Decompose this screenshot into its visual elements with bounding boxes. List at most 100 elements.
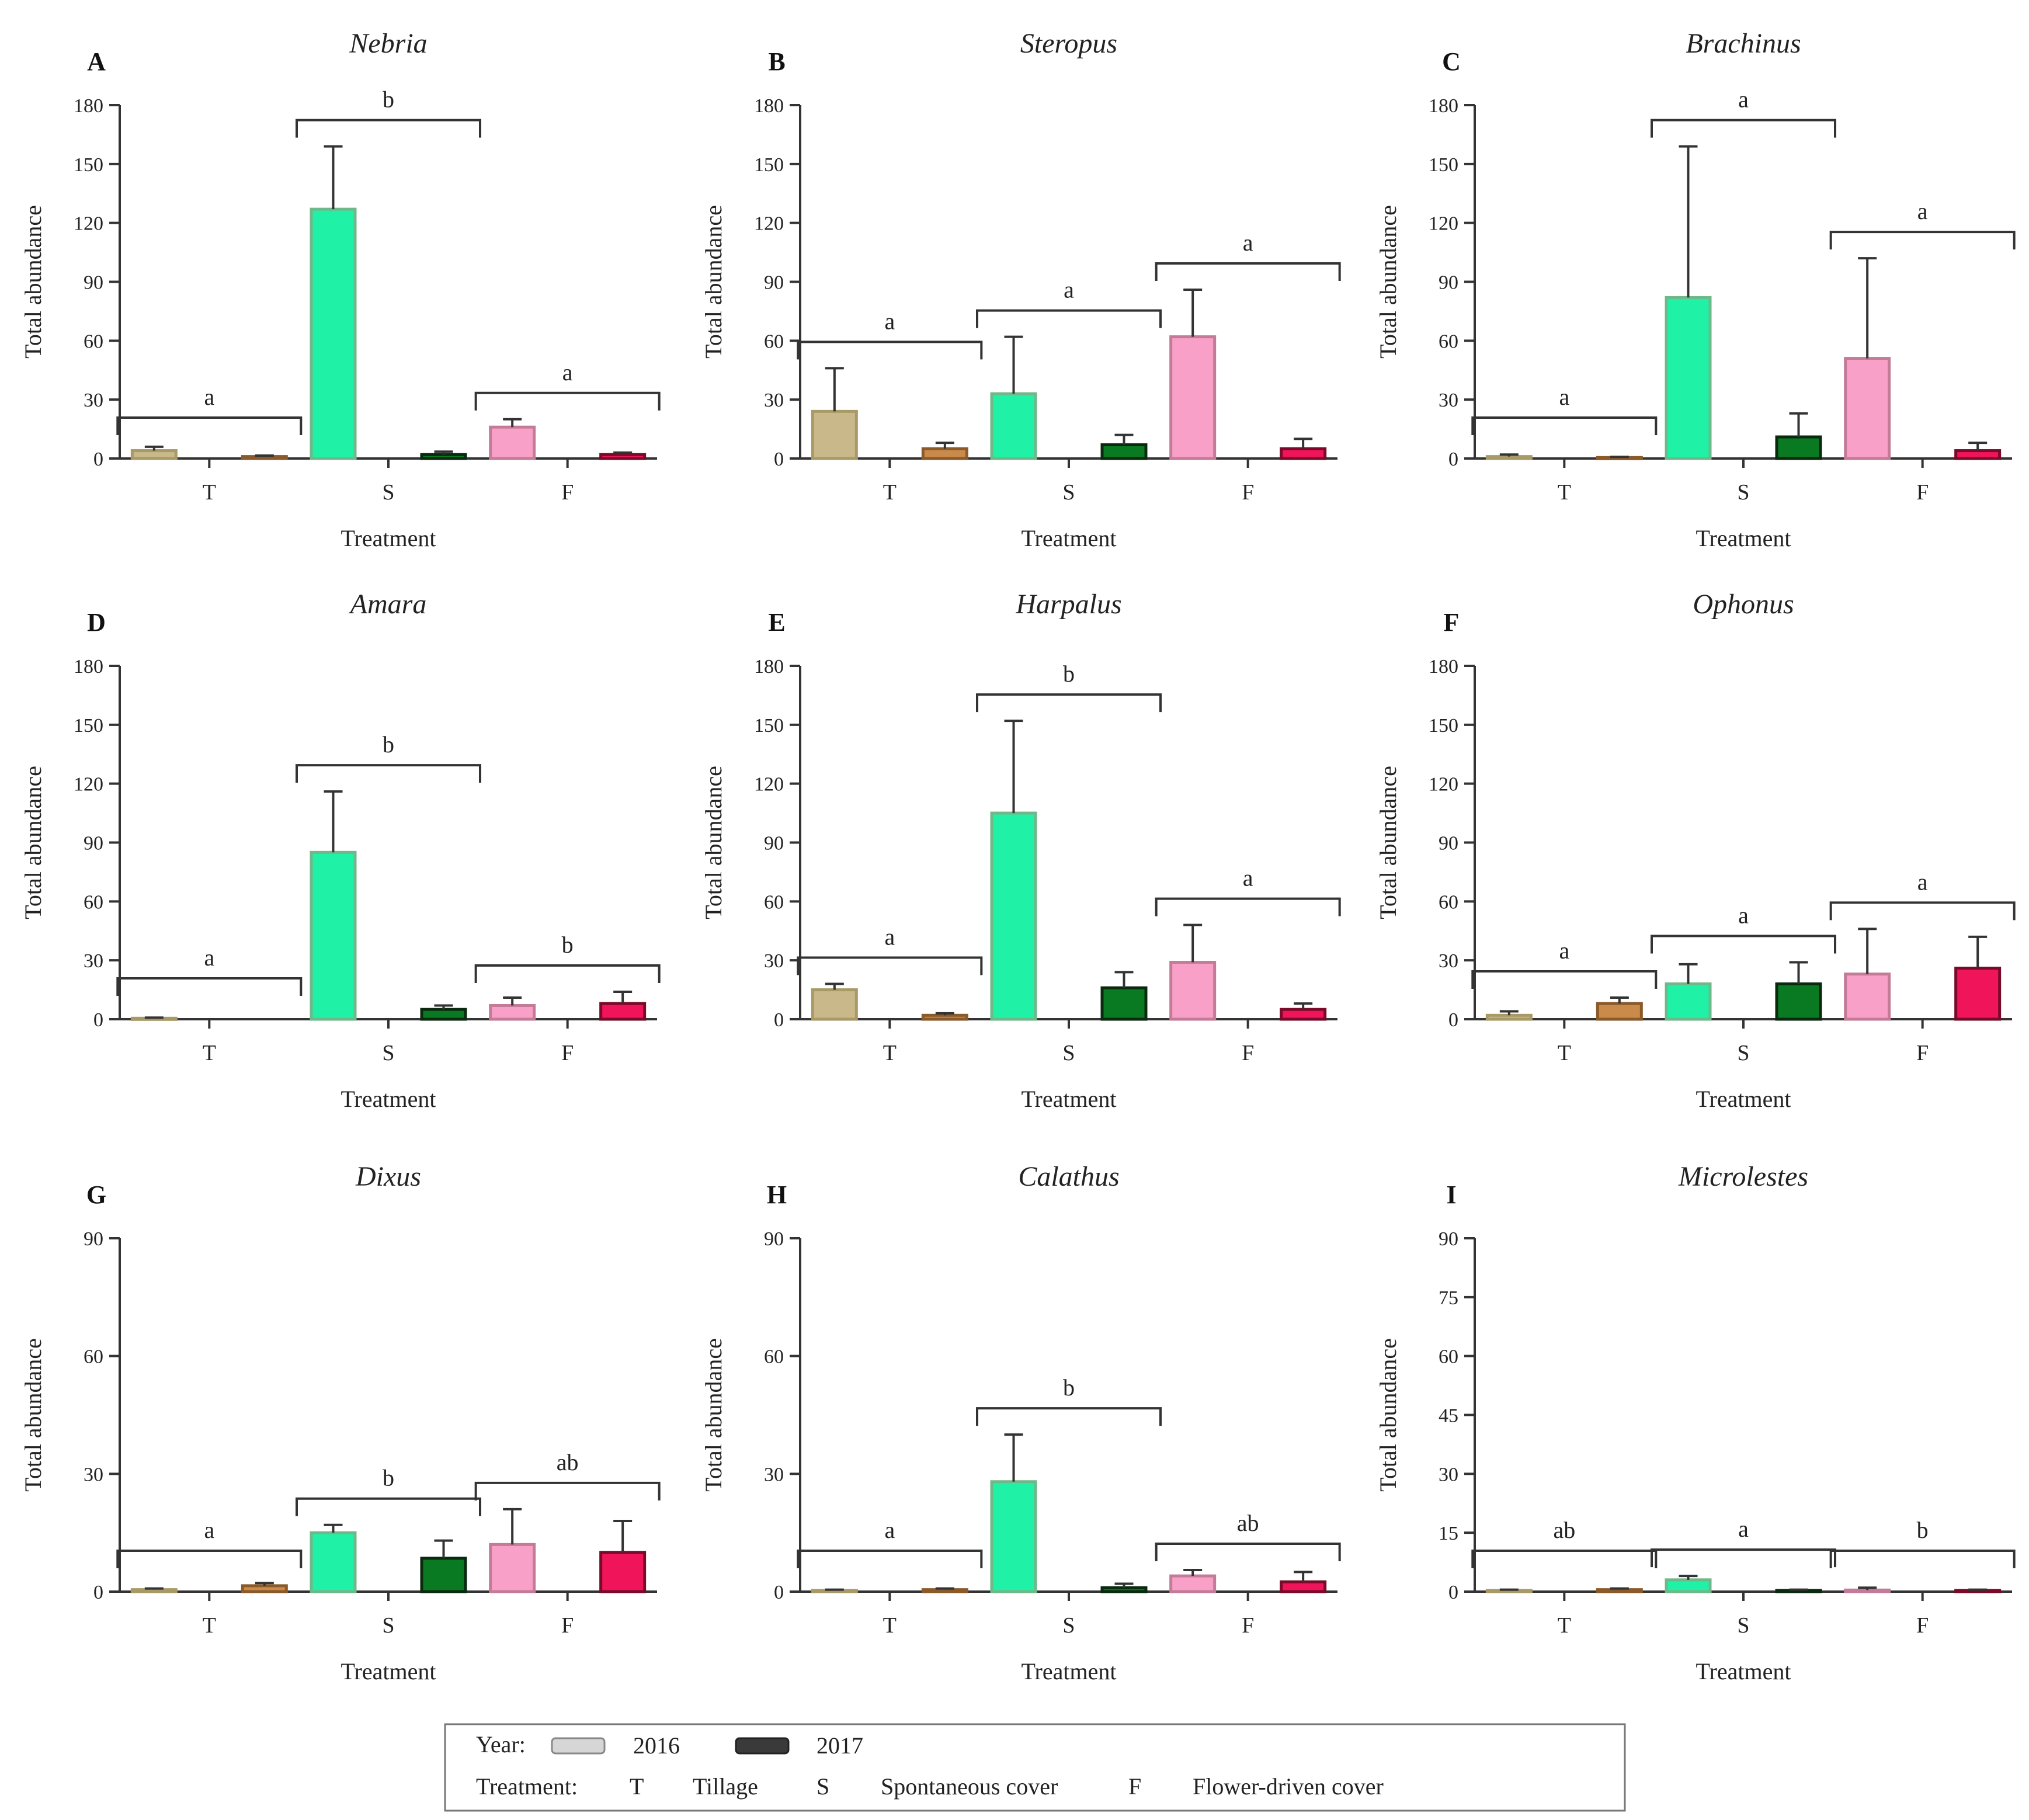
- y-tick-label: 180: [754, 656, 784, 678]
- y-tick-label: 120: [754, 213, 784, 235]
- significance-letter: a: [1738, 1516, 1749, 1542]
- legend-S-name: Spontaneous cover: [881, 1773, 1058, 1800]
- bar-f-2017: [599, 1002, 647, 1021]
- x-axis-title: Treatment: [1022, 1658, 1117, 1684]
- y-tick-label: 60: [84, 891, 103, 913]
- panel-letter: H: [767, 1180, 787, 1209]
- significance-letter: a: [1738, 902, 1749, 929]
- legend-F-name: Flower-driven cover: [1193, 1773, 1384, 1800]
- x-tick-label: T: [203, 1041, 216, 1065]
- y-tick-label: 60: [1439, 891, 1458, 913]
- significance-letter: a: [1917, 869, 1928, 895]
- y-tick-label: 0: [774, 449, 784, 470]
- y-tick-label: 30: [764, 390, 784, 411]
- y-tick-label: 60: [84, 1346, 103, 1368]
- significance-bracket: [116, 1550, 303, 1568]
- y-tick-label: 0: [1448, 1009, 1458, 1031]
- x-tick-label: F: [1916, 1613, 1929, 1638]
- significance-letter: a: [1559, 384, 1569, 410]
- significance-letter: a: [884, 1517, 895, 1543]
- y-tick-label: 30: [764, 950, 784, 972]
- y-tick-label: 0: [774, 1582, 784, 1603]
- bar-s-2017: [1100, 443, 1148, 460]
- bar-f-2017: [599, 1551, 647, 1593]
- significance-bracket: [474, 391, 661, 411]
- panel-title: Calathus: [1018, 1161, 1119, 1192]
- bar-f-2016: [1844, 357, 1891, 460]
- legend-label-2016: 2016: [633, 1732, 680, 1759]
- bar-s-2017: [1100, 986, 1148, 1021]
- bar-t-2017: [921, 1013, 968, 1021]
- legend-S-code: S: [817, 1773, 829, 1800]
- significance-bracket: [1651, 1548, 1836, 1568]
- significance-letter: a: [1243, 230, 1253, 256]
- significance-letter: b: [1063, 661, 1075, 687]
- panel-d: Amara D 0 30 60 90 120 150 180 Total abundance Tre…: [20, 589, 661, 1112]
- significance-letter: a: [1917, 198, 1928, 224]
- legend-swatch-2016: [551, 1737, 606, 1755]
- panel-title: Brachinus: [1686, 28, 1801, 59]
- y-tick-label: 60: [84, 331, 103, 352]
- significance-letter: b: [562, 932, 574, 958]
- panel-title: Harpalus: [1015, 589, 1121, 620]
- bar-s-2017: [420, 453, 467, 460]
- bar-t-2016: [1485, 1013, 1533, 1021]
- significance-bracket: [474, 1481, 661, 1501]
- y-tick-label: 0: [93, 1009, 103, 1031]
- bar-s-2016: [990, 811, 1037, 1021]
- significance-bracket: [1155, 262, 1341, 281]
- y-tick-label: 0: [93, 449, 103, 470]
- significance-bracket: [797, 1550, 983, 1568]
- significance-letter: ab: [1237, 1510, 1259, 1536]
- significance-bracket: [797, 956, 983, 975]
- y-tick-label: 180: [1429, 656, 1458, 678]
- panel-h: Calathus H 0 30 60 90 Total abundance Treatment…: [700, 1161, 1341, 1684]
- bar-t-2017: [1596, 1002, 1643, 1021]
- significance-letter: a: [1738, 86, 1749, 113]
- y-tick-label: 90: [1439, 272, 1458, 294]
- bar-f-2016: [1169, 1574, 1217, 1593]
- bar-t-2017: [1596, 1588, 1643, 1593]
- y-axis-title: Total abundance: [700, 1338, 727, 1492]
- x-tick-label: S: [382, 1613, 394, 1638]
- bar-t-2016: [811, 409, 858, 460]
- y-tick-label: 150: [754, 154, 784, 176]
- x-axis-title: Treatment: [341, 525, 436, 551]
- bar-f-2017: [599, 453, 647, 460]
- y-axis-title: Total abundance: [20, 205, 46, 359]
- significance-bracket: [1651, 935, 1836, 954]
- significance-letter: a: [204, 944, 214, 971]
- panel-f: Ophonus F 0 30 60 90 120 150 180 Total abundance T…: [1375, 589, 2016, 1112]
- y-tick-label: 90: [84, 272, 103, 294]
- x-tick-label: S: [1062, 1613, 1075, 1638]
- y-axis-title: Total abundance: [1375, 205, 1401, 359]
- x-tick-label: F: [561, 1041, 574, 1065]
- significance-letter: a: [204, 1517, 214, 1543]
- y-tick-label: 150: [754, 715, 784, 737]
- y-tick-label: 30: [1439, 950, 1458, 972]
- significance-bracket: [1471, 416, 1658, 435]
- bar-f-2016: [1169, 961, 1217, 1021]
- y-tick-label: 90: [84, 833, 103, 855]
- significance-bracket: [116, 977, 303, 996]
- bar-s-2016: [1665, 1578, 1712, 1593]
- y-tick-label: 120: [74, 213, 103, 235]
- bar-t-2016: [130, 1588, 178, 1593]
- bar-t-2017: [921, 447, 968, 460]
- panel-letter: I: [1446, 1180, 1456, 1209]
- bar-f-2016: [489, 1003, 536, 1021]
- bar-f-2017: [1954, 967, 2002, 1021]
- panel-letter: D: [87, 608, 106, 637]
- y-tick-label: 75: [1439, 1287, 1458, 1309]
- x-tick-label: T: [883, 1613, 897, 1638]
- bar-t-2017: [921, 1588, 968, 1593]
- x-tick-label: F: [1242, 1041, 1254, 1065]
- bar-f-2016: [1169, 335, 1217, 460]
- y-tick-label: 30: [84, 390, 103, 411]
- x-tick-label: F: [1916, 1041, 1929, 1065]
- significance-bracket: [797, 341, 983, 360]
- bar-s-2017: [1100, 1586, 1148, 1593]
- x-axis-title: Treatment: [1696, 1658, 1791, 1684]
- x-axis-title: Treatment: [1022, 1086, 1117, 1112]
